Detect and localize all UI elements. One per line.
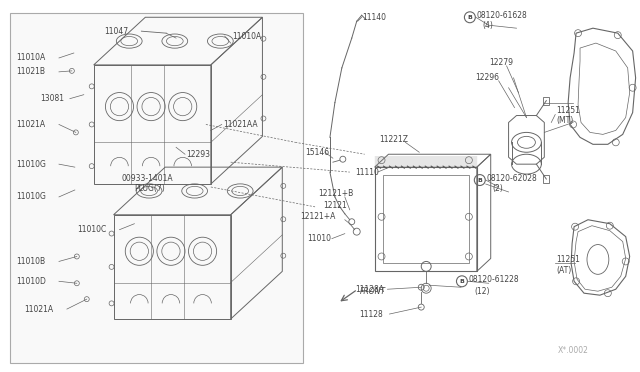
Text: 11010D: 11010D bbox=[16, 277, 46, 286]
Text: 12121: 12121 bbox=[323, 201, 347, 210]
Text: 11021A: 11021A bbox=[24, 305, 53, 314]
Text: 11140: 11140 bbox=[363, 13, 387, 22]
Text: 08120-61228: 08120-61228 bbox=[469, 275, 520, 284]
Text: (4): (4) bbox=[483, 21, 493, 30]
Text: 15146: 15146 bbox=[305, 148, 329, 157]
Text: 11221Z: 11221Z bbox=[380, 135, 408, 144]
Text: 08120-61628: 08120-61628 bbox=[477, 11, 527, 20]
Text: (MT): (MT) bbox=[556, 116, 573, 125]
Text: 11010B: 11010B bbox=[16, 257, 45, 266]
Text: 11010C: 11010C bbox=[77, 225, 106, 234]
Text: 12121+B: 12121+B bbox=[318, 189, 353, 198]
Text: 11047: 11047 bbox=[104, 27, 129, 36]
Text: 12279: 12279 bbox=[489, 58, 513, 67]
Text: 11110: 11110 bbox=[355, 168, 379, 177]
Text: 11010: 11010 bbox=[307, 234, 331, 243]
Text: (AT): (AT) bbox=[556, 266, 572, 275]
Text: 11128: 11128 bbox=[360, 310, 383, 318]
Text: 12296: 12296 bbox=[475, 73, 499, 82]
Text: 11021B: 11021B bbox=[16, 67, 45, 76]
Text: 11010A: 11010A bbox=[233, 32, 262, 41]
Text: X*.0002: X*.0002 bbox=[558, 346, 589, 355]
Text: 12293: 12293 bbox=[186, 150, 210, 159]
Text: 00933-1401A: 00933-1401A bbox=[122, 174, 173, 183]
FancyBboxPatch shape bbox=[10, 13, 303, 363]
Text: PLUG(7): PLUG(7) bbox=[134, 185, 165, 193]
Text: 11021AA: 11021AA bbox=[223, 120, 257, 129]
Text: 11021A: 11021A bbox=[16, 120, 45, 129]
Text: 11128A: 11128A bbox=[355, 285, 384, 294]
Text: 11251: 11251 bbox=[556, 255, 580, 264]
Text: B: B bbox=[467, 15, 472, 20]
Text: (2): (2) bbox=[493, 185, 504, 193]
Text: 11010A: 11010A bbox=[16, 54, 45, 62]
Text: 11010G: 11010G bbox=[16, 160, 46, 169]
Text: B: B bbox=[477, 177, 482, 183]
Text: 13081: 13081 bbox=[40, 94, 64, 103]
Text: 12121+A: 12121+A bbox=[300, 212, 335, 221]
Text: 08120-62028: 08120-62028 bbox=[487, 174, 538, 183]
Text: (12): (12) bbox=[475, 287, 490, 296]
Text: 11010G: 11010G bbox=[16, 192, 46, 201]
Text: FRONT: FRONT bbox=[360, 287, 386, 296]
Text: 11251: 11251 bbox=[556, 106, 580, 115]
Text: B: B bbox=[460, 279, 465, 284]
